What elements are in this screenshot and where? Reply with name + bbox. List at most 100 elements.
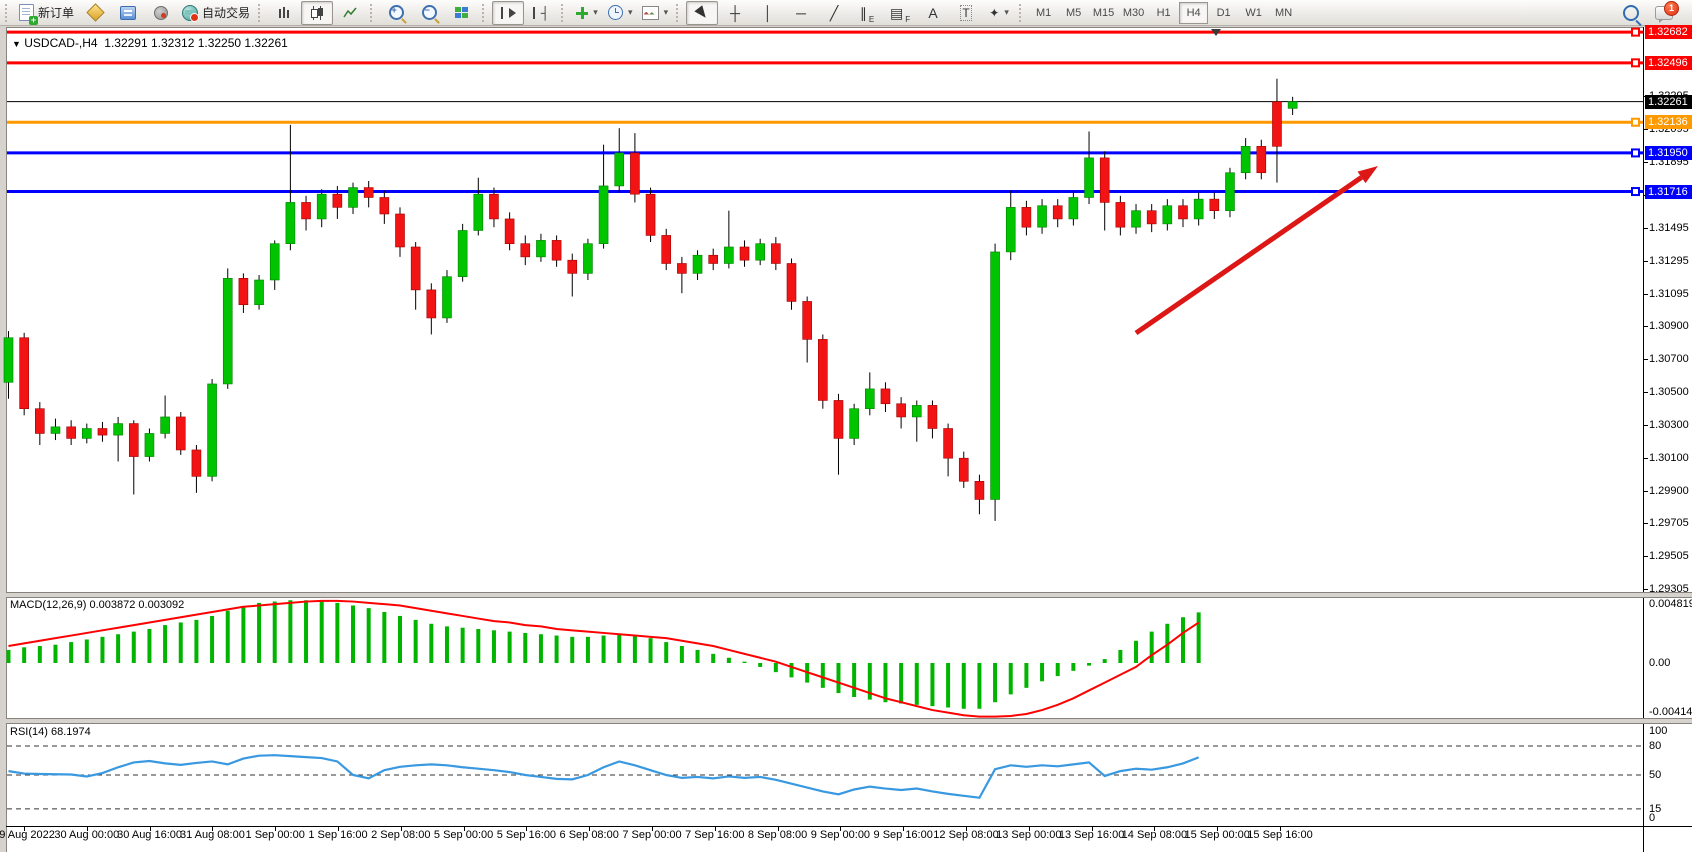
- price-tick-label: 1.30700: [1649, 353, 1689, 366]
- text-label-button[interactable]: T: [950, 1, 982, 25]
- text-tool-button[interactable]: A: [917, 1, 949, 25]
- time-tick-mark: [212, 827, 214, 831]
- signals-button[interactable]: [145, 1, 177, 25]
- horizontal-line-button[interactable]: ─: [785, 1, 817, 25]
- tile-windows-icon: [455, 6, 469, 19]
- symbol-dropdown-icon[interactable]: ▼: [12, 39, 21, 49]
- indicators-button[interactable]: ▾: [571, 1, 603, 25]
- templates-icon: [641, 5, 659, 20]
- price-tick-label: 1.30900: [1649, 320, 1689, 333]
- rsi-panel-separator[interactable]: [6, 718, 1692, 724]
- zoom-out-button[interactable]: −: [413, 1, 445, 25]
- rsi-axis-label: 80: [1649, 739, 1662, 752]
- timeframe-button-h1[interactable]: H1: [1156, 6, 1171, 19]
- chat-bubble-icon: 1: [1655, 0, 1679, 23]
- time-tick-mark: [86, 827, 88, 831]
- periods-button[interactable]: ▾: [604, 1, 637, 25]
- trendline-button[interactable]: ╱: [818, 1, 850, 25]
- chart-shift-marker[interactable]: [1211, 29, 1221, 36]
- hline-price-badge: 1.31950: [1645, 145, 1692, 160]
- line-chart-button[interactable]: [334, 1, 366, 25]
- chart-shift-button[interactable]: ┤: [525, 1, 557, 25]
- tile-windows-button[interactable]: [446, 1, 478, 25]
- toolbar-grip[interactable]: [561, 3, 567, 22]
- time-axis-label: 9 Sep 00:00: [810, 829, 871, 841]
- timeframe-button-m15[interactable]: M15: [1092, 6, 1115, 19]
- hline-price-badge: 1.32682: [1645, 25, 1692, 40]
- price-tick-mark: [1644, 589, 1648, 591]
- timeframe-button-w1[interactable]: W1: [1245, 6, 1262, 19]
- cursor-button[interactable]: [686, 0, 719, 25]
- candlestick-chart-icon: [310, 5, 324, 20]
- price-tick-label: 1.30300: [1649, 419, 1689, 432]
- chart-window: [0, 26, 1692, 852]
- time-axis-label: 12 Sep 08:00: [933, 829, 999, 841]
- time-tick-mark: [149, 827, 151, 831]
- chart-canvas[interactable]: [6, 27, 1643, 852]
- auto-trading-button[interactable]: 自动交易: [178, 1, 254, 25]
- timeframe-button-mn[interactable]: MN: [1275, 6, 1293, 19]
- timeframe-button-h4[interactable]: H4: [1179, 1, 1209, 24]
- candlestick-chart-button[interactable]: [301, 0, 334, 25]
- equidistant-channel-button[interactable]: ∥ E: [851, 1, 883, 25]
- templates-button[interactable]: ▾: [638, 1, 673, 25]
- time-axis-label: 30 Aug 16:00: [117, 829, 183, 841]
- cursor-arrow-icon: [694, 4, 710, 21]
- timeframe-button-m1[interactable]: M1: [1035, 6, 1052, 19]
- zoom-out-icon: −: [421, 5, 437, 20]
- toolbar-grip[interactable]: [258, 3, 264, 22]
- bar-chart-button[interactable]: [268, 1, 300, 25]
- styler-icon: [85, 3, 105, 22]
- timeframe-button-d1[interactable]: D1: [1216, 6, 1231, 19]
- macd-panel-separator[interactable]: [6, 592, 1692, 598]
- time-axis-label: 5 Sep 00:00: [433, 829, 494, 841]
- toolbar-grip[interactable]: [370, 3, 376, 22]
- auto-scroll-icon: [500, 6, 503, 19]
- chevron-down-icon: ▾: [663, 7, 669, 17]
- fibonacci-button[interactable]: ▤ F: [884, 1, 916, 25]
- time-axis-label: 1 Sep 16:00: [308, 829, 368, 841]
- toolbar-grip[interactable]: [676, 3, 682, 22]
- auto-scroll-button[interactable]: [492, 0, 525, 25]
- text-tool-icon: A: [928, 4, 938, 21]
- vertical-line-button[interactable]: │: [752, 1, 784, 25]
- timeframe-button-m5[interactable]: M5: [1065, 6, 1082, 19]
- time-axis-label: 29 Aug 2022: [0, 829, 55, 841]
- time-tick-mark: [275, 827, 277, 831]
- auto-trading-label: 自动交易: [202, 6, 251, 20]
- time-axis-label: 5 Sep 16:00: [496, 829, 557, 841]
- search-button[interactable]: [1615, 1, 1647, 25]
- styler-button[interactable]: [79, 1, 111, 25]
- arrows-tool-button[interactable]: ✦ ▾: [983, 1, 1015, 25]
- price-tick-label: 1.30100: [1649, 452, 1689, 465]
- price-tick-mark: [1644, 129, 1648, 130]
- price-tick-label: 1.29305: [1649, 583, 1689, 596]
- zoom-in-button[interactable]: +: [380, 1, 412, 25]
- toolbar-grip[interactable]: [482, 3, 488, 22]
- bar-chart-icon: [277, 6, 291, 20]
- clock-icon: [608, 5, 624, 20]
- toolbar-grip[interactable]: [1019, 3, 1025, 22]
- price-axis[interactable]: [1643, 27, 1692, 852]
- crosshair-button[interactable]: ┼: [719, 1, 751, 25]
- toolbar-grip[interactable]: [5, 3, 11, 22]
- search-icon: [1623, 4, 1639, 21]
- chevron-down-icon: ▾: [593, 7, 598, 17]
- ohlc-values: 1.32291 1.32312 1.32250 1.32261: [104, 36, 288, 50]
- time-tick-mark: [840, 827, 842, 831]
- time-axis-label: 8 Sep 08:00: [747, 829, 808, 841]
- trendline-icon: ╱: [829, 4, 839, 21]
- price-tick-mark: [1644, 392, 1648, 394]
- timeframe-button-m30[interactable]: M30: [1122, 6, 1145, 19]
- time-axis-label: 7 Sep 16:00: [685, 829, 745, 841]
- time-tick-mark: [463, 827, 465, 831]
- rsi-axis-label: 0: [1649, 812, 1656, 824]
- notifications-button[interactable]: 1: [1648, 0, 1680, 25]
- new-order-button[interactable]: 新订单: [15, 1, 78, 25]
- time-tick-mark: [1217, 827, 1219, 831]
- time-axis-label: 2 Sep 08:00: [371, 829, 431, 841]
- profiles-button[interactable]: [112, 1, 144, 25]
- price-tick-mark: [1644, 261, 1648, 262]
- price-tick-label: 1.31095: [1649, 288, 1689, 301]
- time-axis-label: 7 Sep 00:00: [622, 829, 682, 841]
